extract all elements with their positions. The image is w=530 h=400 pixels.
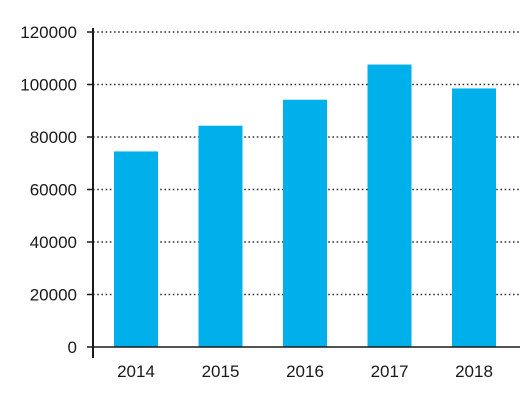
bar-2014: [114, 151, 158, 347]
y-tick-label-60000: 60000: [30, 181, 77, 200]
y-tick-label-40000: 40000: [30, 233, 77, 252]
x-tick-label-2014: 2014: [117, 362, 155, 381]
bar-2016: [283, 99, 327, 347]
y-tick-label-80000: 80000: [30, 128, 77, 147]
y-tick-label-20000: 20000: [30, 286, 77, 305]
x-tick-labels: 2014 2015 2016 2017 2018: [117, 362, 493, 381]
axes: [87, 28, 520, 358]
bar-2018: [452, 88, 496, 347]
x-tick-label-2015: 2015: [202, 362, 240, 381]
y-tick-labels: 0 20000 40000 60000 80000 100000 120000: [20, 23, 77, 357]
bars: [114, 64, 496, 348]
y-tick-label-100000: 100000: [20, 76, 77, 95]
x-tick-label-2017: 2017: [371, 362, 409, 381]
y-tick-label-120000: 120000: [20, 23, 77, 42]
y-tick-label-0: 0: [68, 338, 77, 357]
bar-2015: [198, 125, 243, 348]
x-tick-label-2018: 2018: [455, 362, 493, 381]
x-tick-label-2016: 2016: [286, 362, 324, 381]
bar-2017: [367, 64, 412, 348]
